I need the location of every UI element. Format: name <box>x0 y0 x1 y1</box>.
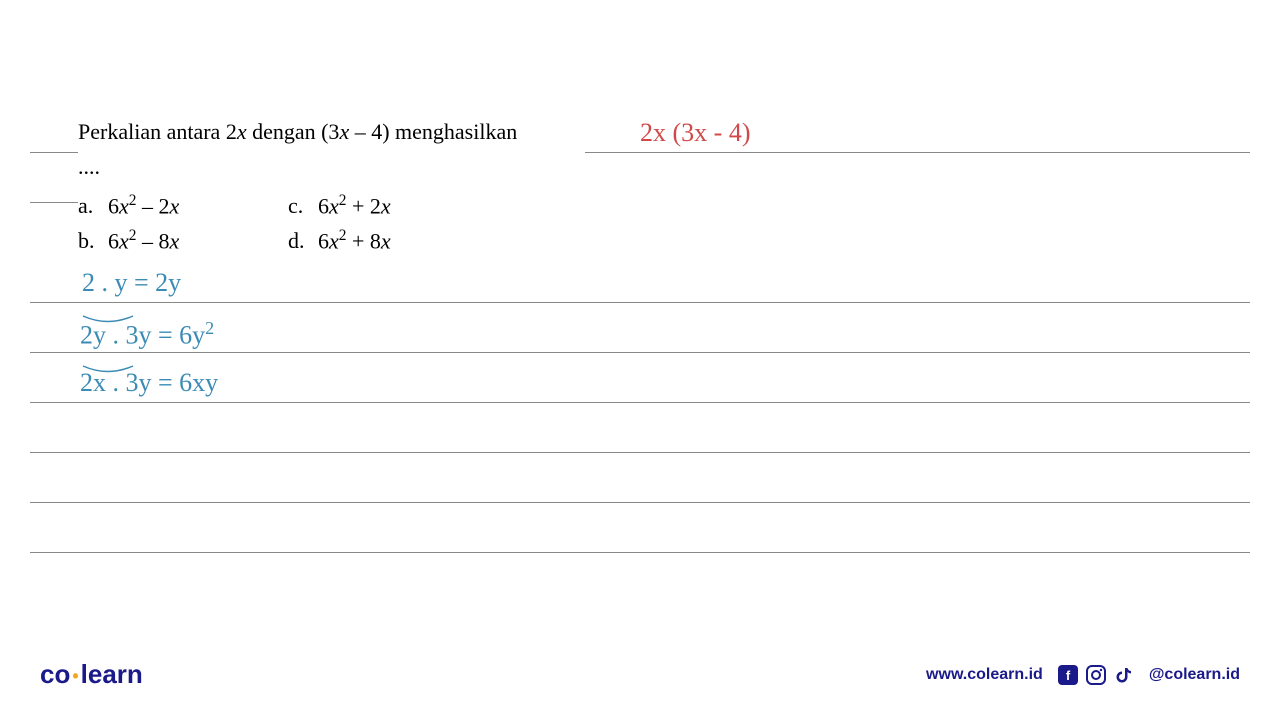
q-var-1: x <box>237 119 247 144</box>
question-block: Perkalian antara 2x dengan (3x – 4) meng… <box>78 115 517 260</box>
option-a-value: 6x2 – 2x <box>108 189 179 222</box>
facebook-icon: f <box>1057 664 1079 686</box>
option-c-value: 6x2 + 2x <box>318 189 391 222</box>
footer-right: www.colearn.id f @colearn.id <box>926 664 1240 686</box>
website-url: www.colearn.id <box>926 666 1043 684</box>
q-text-1: Perkalian antara 2 <box>78 119 237 144</box>
logo-co: co <box>40 659 70 689</box>
options-container: a. 6x2 – 2x b. 6x2 – 8x c. 6x2 + 2x <box>78 189 517 260</box>
option-b: b. 6x2 – 8x <box>78 224 288 257</box>
handwriting-red-1: 2x (3x - 4) <box>640 118 750 148</box>
notebook-line-short-1 <box>30 152 78 153</box>
notebook-line-4 <box>30 452 1250 453</box>
handwriting-blue-3: 2x . 3y = 6xy <box>80 368 218 398</box>
option-d-label: d. <box>288 224 318 257</box>
options-col-2: c. 6x2 + 2x d. 6x2 + 8x <box>288 189 498 260</box>
handwriting-blue-2: 2y . 3y = 6y2 <box>80 318 214 351</box>
option-a-label: a. <box>78 189 108 222</box>
brand-logo: co•learn <box>40 659 143 690</box>
notebook-line-3 <box>30 402 1250 403</box>
q-var-2: x <box>339 119 349 144</box>
options-col-1: a. 6x2 – 2x b. 6x2 – 8x <box>78 189 288 260</box>
social-icons: f <box>1057 664 1135 686</box>
option-b-value: 6x2 – 8x <box>108 224 179 257</box>
page-container: Perkalian antara 2x dengan (3x – 4) meng… <box>0 0 1280 720</box>
tiktok-icon <box>1113 664 1135 686</box>
notebook-line-short-3 <box>585 152 1250 153</box>
notebook-line-6 <box>30 552 1250 553</box>
notebook-line-short-2 <box>30 202 78 203</box>
q-text-3: – 4) menghasilkan <box>349 119 517 144</box>
option-b-label: b. <box>78 224 108 257</box>
svg-text:f: f <box>1066 668 1071 683</box>
option-a: a. 6x2 – 2x <box>78 189 288 222</box>
option-d-value: 6x2 + 8x <box>318 224 391 257</box>
social-handle: @colearn.id <box>1149 666 1240 684</box>
q-text-2: dengan (3 <box>247 119 340 144</box>
notebook-line-5 <box>30 502 1250 503</box>
option-c-label: c. <box>288 189 318 222</box>
option-d: d. 6x2 + 8x <box>288 224 498 257</box>
question-ellipsis: .... <box>78 150 517 183</box>
logo-learn: learn <box>81 659 143 689</box>
option-c: c. 6x2 + 2x <box>288 189 498 222</box>
notebook-line-1 <box>30 302 1250 303</box>
handwriting-blue-1: 2 . y = 2y <box>82 268 181 298</box>
logo-dot: • <box>72 666 78 686</box>
notebook-line-2 <box>30 352 1250 353</box>
footer: co•learn www.colearn.id f @colearn.id <box>40 659 1240 690</box>
question-text: Perkalian antara 2x dengan (3x – 4) meng… <box>78 115 517 148</box>
instagram-icon <box>1085 664 1107 686</box>
